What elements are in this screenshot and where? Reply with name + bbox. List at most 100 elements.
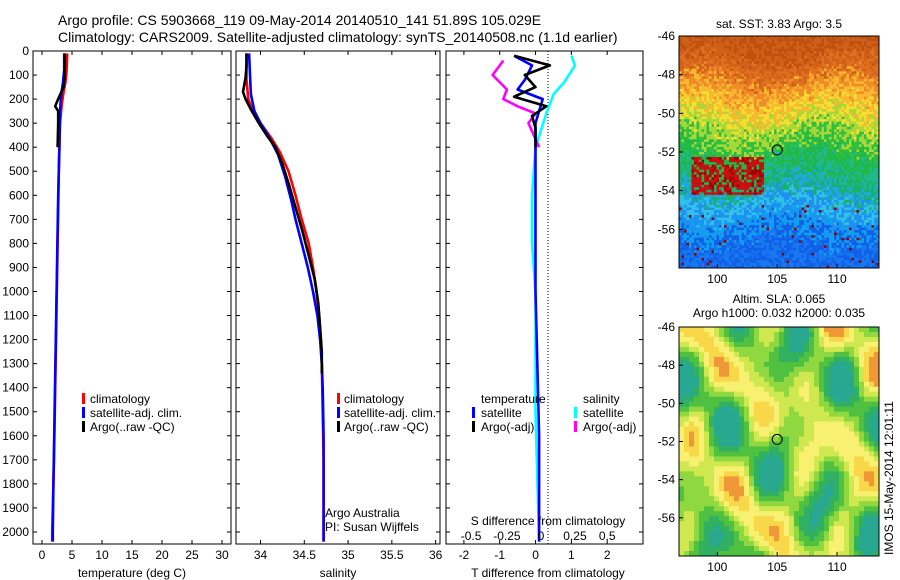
heatmap-cell: [849, 53, 853, 57]
heatmap-cell: [869, 164, 873, 168]
heatmap-cell: [736, 99, 740, 103]
heatmap-cell: [856, 116, 860, 120]
heatmap-cell: [849, 68, 853, 72]
heatmap-cell: [736, 76, 740, 80]
heatmap-cell: [756, 149, 760, 153]
y-tick-label: 700: [9, 212, 29, 226]
heatmap-cell: [766, 36, 770, 40]
heatmap-cell: [821, 36, 825, 40]
heatmap-cell: [811, 124, 815, 128]
heatmap-cell: [776, 116, 780, 120]
heatmap-cell: [856, 167, 860, 171]
heatmap-cell: [874, 179, 878, 183]
heatmap-cell: [806, 51, 810, 55]
heatmap-cell: [744, 134, 748, 138]
sst-map-title: sat. SST: 3.83 Argo: 3.5: [716, 17, 842, 31]
heatmap-cell: [739, 152, 743, 156]
heatmap-cell: [711, 139, 715, 143]
heatmap-cell: [681, 154, 685, 158]
heatmap-cell: [744, 83, 748, 88]
heatmap-cell: [726, 43, 730, 47]
heatmap-cell: [834, 139, 838, 143]
heatmap-cell: [821, 58, 825, 62]
heatmap-cell: [824, 88, 828, 93]
heatmap-cell: [791, 116, 795, 120]
heatmap-cell: [866, 83, 870, 88]
heatmap-cell: [696, 179, 700, 183]
heatmap-cell: [709, 172, 713, 176]
heatmap-cell: [766, 159, 770, 163]
heatmap-cell: [806, 146, 810, 151]
heatmap-cell: [754, 83, 758, 88]
heatmap-cell: [681, 144, 685, 148]
heatmap-cell: [746, 86, 750, 90]
heatmap-cell: [766, 43, 770, 47]
heatmap-cell: [704, 38, 708, 42]
heatmap-cell: [871, 169, 875, 173]
heatmap-cell: [791, 179, 795, 183]
heatmap-cell: [864, 99, 868, 103]
heatmap-cell: [819, 121, 823, 125]
heatmap-cell: [816, 53, 820, 57]
heatmap-cell: [829, 154, 833, 158]
heatmap-cell: [789, 106, 793, 110]
heatmap-cell: [776, 172, 780, 176]
heatmap-cell: [781, 78, 785, 82]
heatmap-cell: [739, 83, 743, 88]
heatmap-cell: [846, 66, 850, 70]
heatmap-cell: [856, 58, 860, 62]
heatmap-cell: [729, 99, 733, 103]
heatmap-cell: [841, 111, 845, 115]
heatmap-cell: [799, 182, 803, 186]
heatmap-cell: [841, 106, 845, 110]
heatmap-cell: [719, 136, 723, 140]
heatmap-cell: [714, 162, 718, 166]
heatmap-cell: [731, 106, 735, 110]
heatmap-cell: [679, 131, 683, 135]
heatmap-cell: [751, 101, 755, 105]
heatmap-cell: [859, 41, 863, 45]
heatmap-cell: [766, 162, 770, 166]
heatmap-cell: [711, 136, 715, 140]
heatmap-cell: [764, 114, 768, 118]
heatmap-cell: [759, 174, 763, 178]
x-tick-label: 20: [155, 548, 169, 562]
heatmap-cell: [719, 91, 723, 95]
heatmap-cell: [834, 121, 838, 125]
heatmap-cell: [706, 101, 710, 105]
heatmap-cell: [694, 43, 698, 47]
heatmap-cell: [849, 116, 853, 120]
heatmap-cell: [769, 81, 773, 85]
heatmap-cell: [741, 53, 745, 57]
heatmap-cell: [846, 38, 850, 42]
heatmap-cell: [744, 78, 748, 82]
heatmap-cell: [849, 99, 853, 103]
heatmap-cell: [859, 48, 863, 52]
heatmap-cell: [766, 106, 770, 110]
heatmap-cell: [681, 51, 685, 55]
heatmap-cell: [786, 73, 790, 77]
heatmap-cell: [874, 48, 878, 52]
heatmap-cell: [806, 159, 810, 163]
heatmap-cell: [794, 169, 798, 173]
heatmap-cell: [764, 91, 768, 95]
heatmap-cell: [711, 38, 715, 42]
heatmap-cell: [769, 119, 773, 123]
heatmap-cell: [694, 119, 698, 123]
heatmap-cell: [769, 101, 773, 105]
heatmap-cell: [734, 149, 738, 153]
heatmap-cell: [791, 159, 795, 163]
heatmap-cell: [726, 86, 730, 90]
heatmap-cell: [776, 159, 780, 163]
heatmap-cell: [844, 174, 848, 178]
heatmap-cell: [864, 66, 868, 70]
heatmap-cell: [834, 66, 838, 70]
heatmap-cell: [794, 149, 798, 153]
heatmap-cell: [764, 169, 768, 173]
heatmap-cell: [821, 48, 825, 52]
heatmap-cell: [721, 88, 725, 93]
heatmap-cell: [744, 94, 748, 98]
heatmap-cell: [764, 164, 768, 168]
heatmap-cell: [814, 83, 818, 88]
heatmap-cell: [719, 129, 723, 133]
